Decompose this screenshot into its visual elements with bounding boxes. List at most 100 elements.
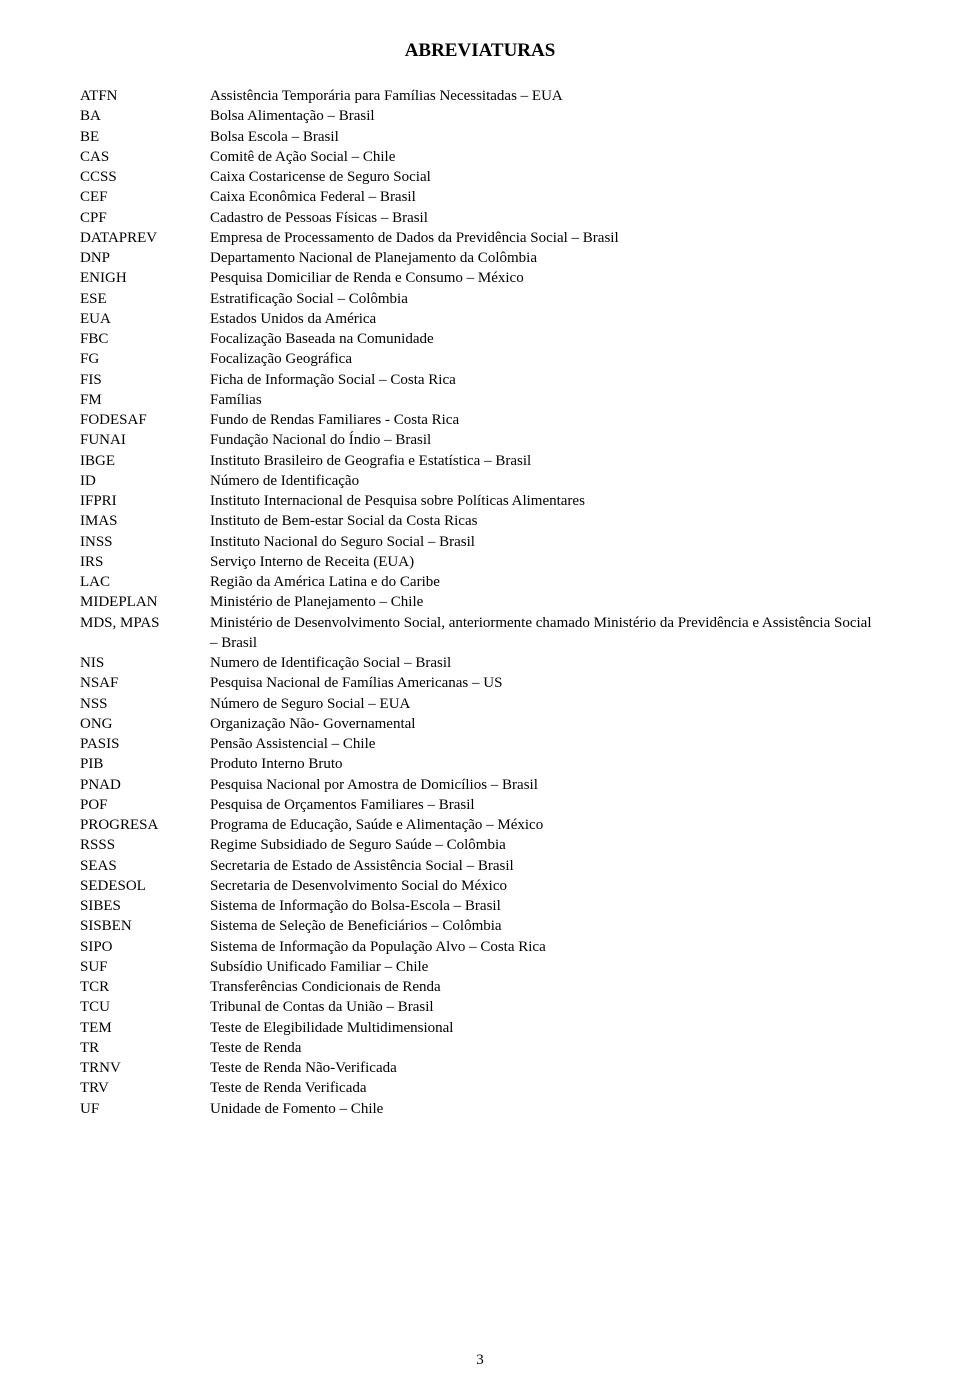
abbreviation-entry: POFPesquisa de Orçamentos Familiares – B… [80,795,880,815]
abbreviation-definition: Ministério de Planejamento – Chile [210,592,880,612]
abbreviation-code: TEM [80,1018,210,1038]
abbreviation-code: ID [80,471,210,491]
abbreviation-code: SEDESOL [80,876,210,896]
abbreviation-code: FBC [80,329,210,349]
abbreviation-code: SUF [80,957,210,977]
abbreviation-entry: NISNumero de Identificação Social – Bras… [80,653,880,673]
abbreviation-code: IFPRI [80,491,210,511]
abbreviation-code: IRS [80,552,210,572]
abbreviation-code: ESE [80,289,210,309]
abbreviation-definition: Comitê de Ação Social – Chile [210,147,880,167]
abbreviation-code: NIS [80,653,210,673]
abbreviation-code: ONG [80,714,210,734]
abbreviation-definition: Instituto Internacional de Pesquisa sobr… [210,491,880,511]
abbreviation-code: BA [80,106,210,126]
abbreviation-definition: Organização Não- Governamental [210,714,880,734]
abbreviation-code: EUA [80,309,210,329]
abbreviation-definition: Programa de Educação, Saúde e Alimentaçã… [210,815,880,835]
abbreviation-definition: Bolsa Alimentação – Brasil [210,106,880,126]
abbreviation-code: MDS, MPAS [80,613,210,633]
abbreviation-code: UF [80,1099,210,1119]
abbreviation-code: LAC [80,572,210,592]
abbreviation-entry: EUAEstados Unidos da América [80,309,880,329]
abbreviation-code: SIBES [80,896,210,916]
abbreviation-code: SISBEN [80,916,210,936]
abbreviation-entry: ENIGHPesquisa Domiciliar de Renda e Cons… [80,268,880,288]
abbreviation-code: FUNAI [80,430,210,450]
abbreviation-entry: SIPOSistema de Informação da População A… [80,937,880,957]
abbreviation-code: FG [80,349,210,369]
abbreviation-code: FIS [80,370,210,390]
abbreviation-definition: Número de Seguro Social – EUA [210,694,880,714]
abbreviation-code: PNAD [80,775,210,795]
abbreviation-code: FODESAF [80,410,210,430]
abbreviation-entry: SUFSubsídio Unificado Familiar – Chile [80,957,880,977]
abbreviation-entry: UFUnidade de Fomento – Chile [80,1099,880,1119]
abbreviation-entry: MIDEPLANMinistério de Planejamento – Chi… [80,592,880,612]
abbreviation-definition: Pesquisa Nacional por Amostra de Domicíl… [210,775,880,795]
page-container: ABREVIATURAS ATFNAssistência Temporária … [0,0,960,1399]
abbreviation-entry: FGFocalização Geográfica [80,349,880,369]
abbreviation-definition: Famílias [210,390,880,410]
abbreviation-entry: IDNúmero de Identificação [80,471,880,491]
abbreviation-code: INSS [80,532,210,552]
abbreviation-code: DATAPREV [80,228,210,248]
abbreviation-entry: FBCFocalização Baseada na Comunidade [80,329,880,349]
abbreviation-entry: PASISPensão Assistencial – Chile [80,734,880,754]
abbreviation-entry: IRSServiço Interno de Receita (EUA) [80,552,880,572]
abbreviation-definition: Teste de Renda [210,1038,880,1058]
abbreviation-definition: Sistema de Informação da População Alvo … [210,937,880,957]
abbreviation-code: RSSS [80,835,210,855]
abbreviation-code: FM [80,390,210,410]
abbreviation-definition: Estados Unidos da América [210,309,880,329]
abbreviation-definition: Caixa Econômica Federal – Brasil [210,187,880,207]
abbreviation-entry: TCRTransferências Condicionais de Renda [80,977,880,997]
abbreviation-definition: Teste de Elegibilidade Multidimensional [210,1018,880,1038]
abbreviation-definition: Pesquisa Domiciliar de Renda e Consumo –… [210,268,880,288]
abbreviation-entry: ATFNAssistência Temporária para Famílias… [80,86,880,106]
abbreviation-entry: SEASSecretaria de Estado de Assistência … [80,856,880,876]
abbreviation-code: PROGRESA [80,815,210,835]
abbreviation-code: TRNV [80,1058,210,1078]
abbreviation-entry: MDS, MPASMinistério de Desenvolvimento S… [80,613,880,654]
abbreviation-definition: Instituto Nacional do Seguro Social – Br… [210,532,880,552]
abbreviation-definition: Assistência Temporária para Famílias Nec… [210,86,880,106]
abbreviation-code: PASIS [80,734,210,754]
abbreviation-definition: Focalização Baseada na Comunidade [210,329,880,349]
abbreviation-entry: CCSSCaixa Costaricense de Seguro Social [80,167,880,187]
abbreviation-code: SEAS [80,856,210,876]
abbreviation-code: IBGE [80,451,210,471]
abbreviation-code: NSS [80,694,210,714]
abbreviation-entry: BABolsa Alimentação – Brasil [80,106,880,126]
abbreviation-entry: SIBESSistema de Informação do Bolsa-Esco… [80,896,880,916]
abbreviation-definition: Unidade de Fomento – Chile [210,1099,880,1119]
abbreviation-code: CEF [80,187,210,207]
abbreviation-definition: Pesquisa de Orçamentos Familiares – Bras… [210,795,880,815]
abbreviation-entry: CASComitê de Ação Social – Chile [80,147,880,167]
abbreviation-entry: RSSSRegime Subsidiado de Seguro Saúde – … [80,835,880,855]
abbreviation-code: TCR [80,977,210,997]
abbreviation-entry: SISBENSistema de Seleção de Beneficiário… [80,916,880,936]
abbreviation-list: ATFNAssistência Temporária para Famílias… [80,86,880,1119]
abbreviation-entry: LACRegião da América Latina e do Caribe [80,572,880,592]
abbreviation-definition: Departamento Nacional de Planejamento da… [210,248,880,268]
abbreviation-definition: Numero de Identificação Social – Brasil [210,653,880,673]
abbreviation-code: TRV [80,1078,210,1098]
abbreviation-definition: Instituto de Bem-estar Social da Costa R… [210,511,880,531]
abbreviation-definition: Teste de Renda Verificada [210,1078,880,1098]
abbreviation-entry: CEFCaixa Econômica Federal – Brasil [80,187,880,207]
abbreviation-entry: TRVTeste de Renda Verificada [80,1078,880,1098]
abbreviation-definition: Secretaria de Estado de Assistência Soci… [210,856,880,876]
abbreviation-definition: Fundação Nacional do Índio – Brasil [210,430,880,450]
abbreviation-definition: Secretaria de Desenvolvimento Social do … [210,876,880,896]
abbreviation-definition: Tribunal de Contas da União – Brasil [210,997,880,1017]
abbreviation-entry: ONGOrganização Não- Governamental [80,714,880,734]
abbreviation-entry: CPFCadastro de Pessoas Físicas – Brasil [80,208,880,228]
abbreviation-entry: PROGRESAPrograma de Educação, Saúde e Al… [80,815,880,835]
page-title: ABREVIATURAS [80,40,880,62]
abbreviation-entry: PIBProduto Interno Bruto [80,754,880,774]
abbreviation-definition: Fundo de Rendas Familiares - Costa Rica [210,410,880,430]
abbreviation-definition: Serviço Interno de Receita (EUA) [210,552,880,572]
abbreviation-definition: Bolsa Escola – Brasil [210,127,880,147]
abbreviation-entry: ESEEstratificação Social – Colômbia [80,289,880,309]
